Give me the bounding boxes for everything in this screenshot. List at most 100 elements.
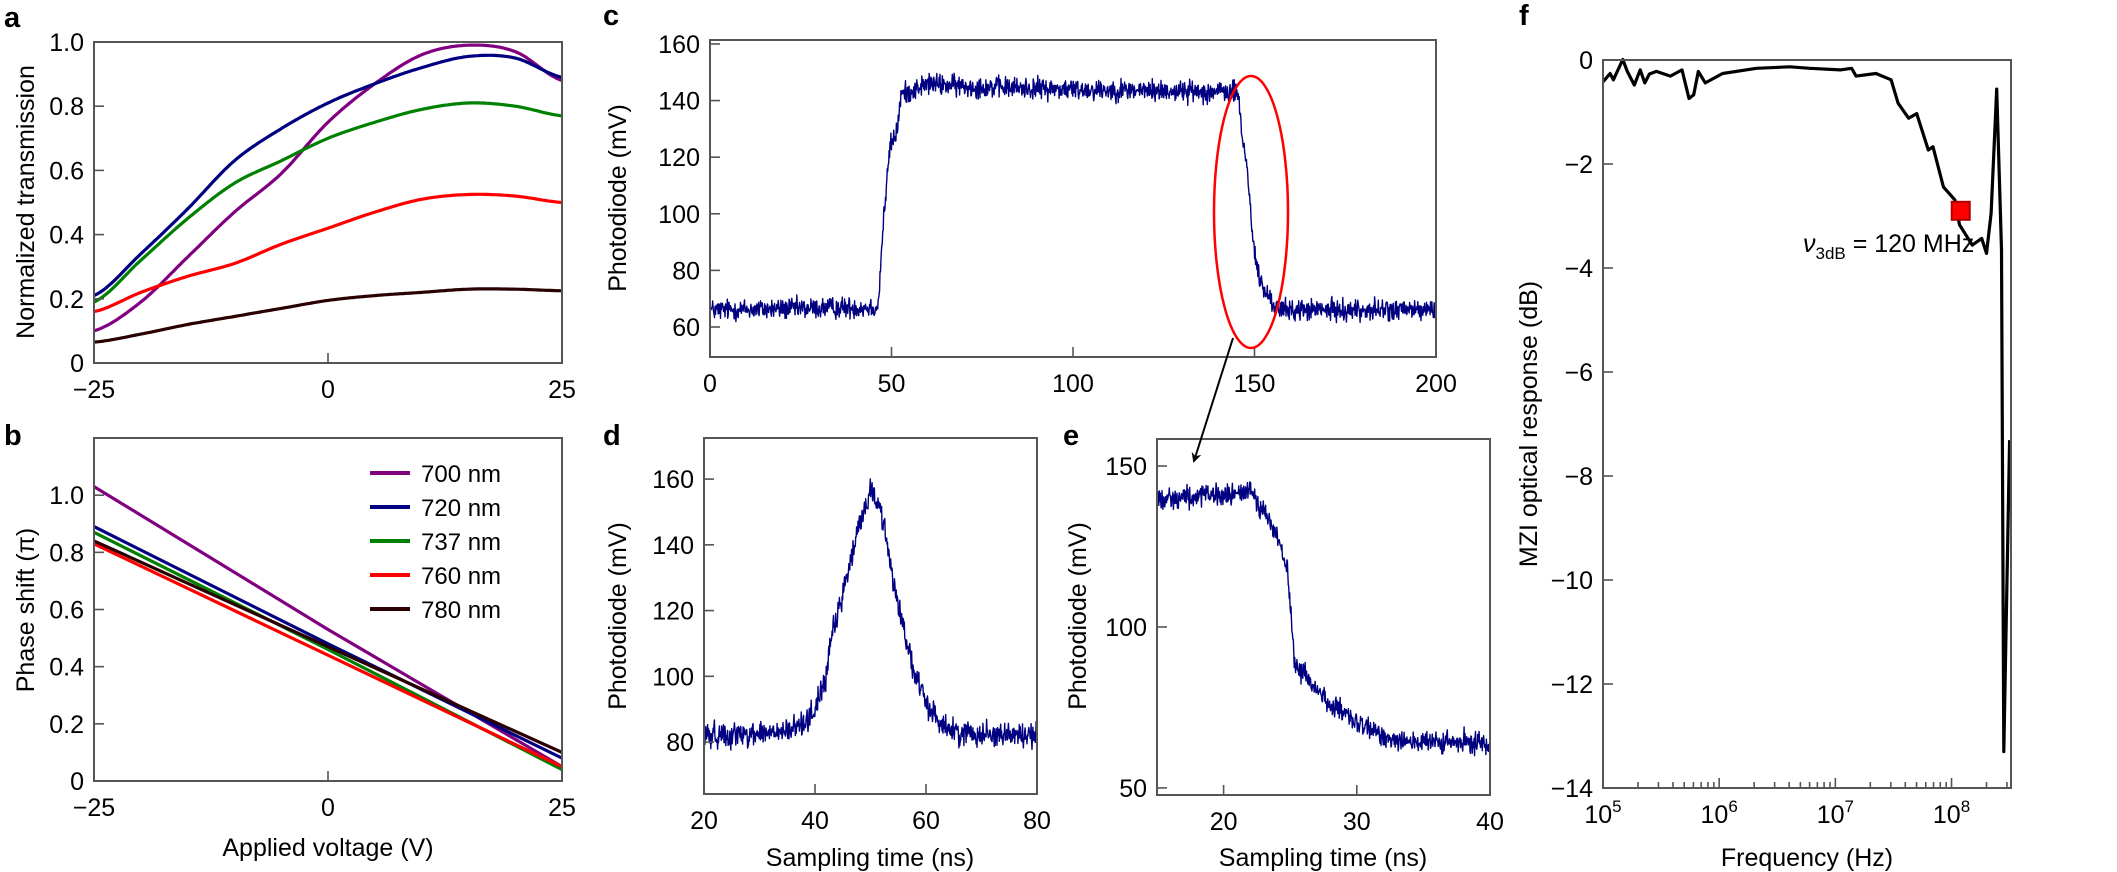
y-tick-label: 1.0 [49,29,84,57]
y-tick-label: 80 [672,257,700,285]
x-tick-label: 106 [1701,797,1738,829]
tick-exponent: 7 [1845,797,1854,816]
panel-label-d: d [603,420,621,452]
annotation-subscript: 3dB [1816,244,1846,263]
y-tick-label: −2 [1564,151,1593,179]
x-axis-label-d: Sampling time (ns) [766,844,974,872]
legend-item-720-nm: 720 nm [370,495,501,522]
y-tick-label: 150 [1105,453,1147,481]
series-line-720-nm [94,525,562,760]
y-tick-label: 160 [652,466,694,494]
series-line-737-nm [94,101,562,304]
y-tick-label: 80 [666,729,694,757]
legend-label: 737 nm [421,529,501,556]
x-tick-label: 108 [1933,797,1970,829]
x-axis-label-e: Sampling time (ns) [1219,844,1427,872]
legend-item-737-nm: 737 nm [370,529,501,556]
series-group [94,485,562,772]
x-tick-label: 20 [1210,808,1238,836]
y-tick-label: 50 [1119,775,1147,803]
x-tick-label: 107 [1817,797,1854,829]
legend-item-780-nm: 780 nm [370,597,501,624]
y-axis-label-e: Photodiode (mV) [1064,522,1092,710]
y-tick-label: −4 [1564,255,1593,283]
zoom-arrow [1191,337,1234,463]
bandwidth-annotation: ν3dB = 120 MHz [1803,230,1974,263]
series-group [710,72,1436,324]
highlight-ellipse [1212,74,1290,350]
x-tick-label: 20 [690,807,718,835]
series-line-760-nm [94,542,562,769]
y-axis-label-a: Normalized transmission [12,65,40,339]
legend-item-700-nm: 700 nm [370,461,501,488]
series-line-photodiode-trace [704,478,1037,751]
x-axis-label-f: Frequency (Hz) [1721,844,1893,872]
y-tick-label: −6 [1564,359,1593,387]
legend-label: 700 nm [421,461,501,488]
x-tick-label: 40 [801,807,829,835]
x-tick-label: 60 [912,807,940,835]
y-tick-label: 0.6 [49,157,84,185]
y-axis-label-f: MZI optical response (dB) [1515,281,1543,567]
y-tick-label: 0.2 [49,711,84,739]
y-tick-label: 160 [658,31,700,59]
panel-c-photodiode-chart: 60 80 100 120 140 160 0 50 100 150 200 [658,31,1457,398]
y-tick-label: 0.8 [49,93,84,121]
panel-label-c: c [603,0,619,32]
x-tick-label: 0 [703,370,717,398]
panel-b-phase-shift-chart: 00.20.40.60.81.0−25 0 25 [49,437,576,822]
y-tick-label: −8 [1564,463,1593,491]
y-axis-label-b: Phase shift (π) [12,528,40,693]
series-group [1603,58,2011,754]
y-tick-label: 140 [652,532,694,560]
y-tick-label: 1.0 [49,482,84,510]
y-tick-label: 0.6 [49,597,84,625]
x-tick-label: 105 [1584,797,1621,829]
y-tick-label: 0 [70,350,84,378]
panel-label-e: e [1063,420,1079,452]
series-group [1157,481,1490,757]
y-tick-label: 60 [672,314,700,342]
x-tick-label: −25 [73,794,115,822]
legend-label: 760 nm [421,563,501,590]
y-tick-label: 0.4 [49,654,84,682]
plot-frame [93,41,563,364]
x-tick-label: 150 [1234,370,1276,398]
x-tick-label: 100 [1052,370,1094,398]
y-tick-label: 0 [1579,47,1593,75]
y-axis-label-c: Photodiode (mV) [604,104,632,292]
y-tick-label: −10 [1551,567,1593,595]
x-tick-label: 0 [321,794,335,822]
tick-base: 10 [1584,801,1612,829]
legend: 700 nm 720 nm 737 nm 760 nm 780 nm [370,461,501,624]
plot-frame [703,437,1038,795]
y-tick-label: 120 [652,598,694,626]
plot-frame [1156,438,1491,796]
tick-base: 10 [1701,801,1729,829]
legend-label: 780 nm [421,597,501,624]
series-group [704,478,1037,751]
tick-base: 10 [1817,801,1845,829]
series-group [94,43,562,344]
tick-exponent: 5 [1612,797,1621,816]
series-line-mzi-response [1603,58,2011,754]
series-line-700-nm [94,43,562,333]
y-tick-label: 140 [658,88,700,116]
x-tick-label: 0 [321,376,335,404]
y-tick-label: 100 [1105,614,1147,642]
tick-base: 10 [1933,801,1961,829]
x-tick-label: 25 [548,794,576,822]
panel-d-photodiode-pulse-chart: 80 100 120 140 160 20 40 60 80 [652,437,1051,835]
x-axis-label-b: Applied voltage (V) [222,834,433,862]
panel-e-photodiode-edge-chart: 50 100 150 20 30 40 [1105,438,1504,836]
y-tick-label: −14 [1551,775,1594,803]
y-tick-label: 100 [658,201,700,229]
series-line-760-nm [94,192,562,314]
x-tick-label: 25 [548,376,576,404]
y-tick-label: 100 [652,663,694,691]
plot-frame [1602,59,2012,789]
y-tick-label: 0.8 [49,539,84,567]
legend-label: 720 nm [421,495,501,522]
bandwidth-marker [1950,200,1971,221]
